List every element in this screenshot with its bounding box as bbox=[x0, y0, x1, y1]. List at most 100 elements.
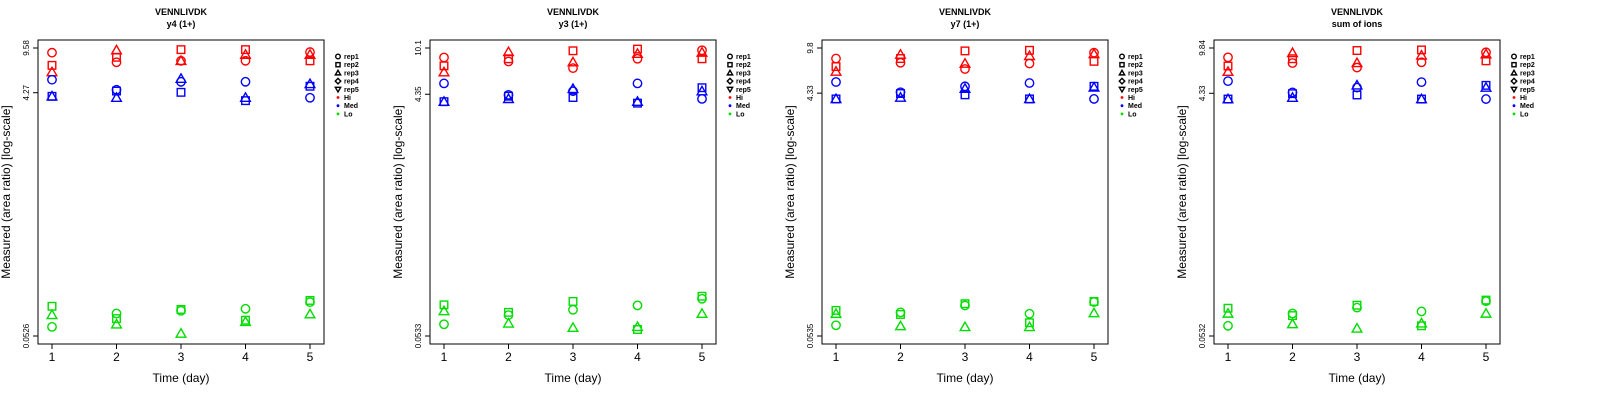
legend-dot-Lo bbox=[728, 112, 732, 116]
legend-label: Lo bbox=[344, 111, 353, 118]
data-point bbox=[697, 54, 707, 64]
data-point bbox=[831, 62, 841, 72]
data-point bbox=[1089, 297, 1099, 307]
legend-dot-Med bbox=[728, 104, 732, 108]
legend-symbol-rep4 bbox=[334, 77, 342, 85]
data-point bbox=[1286, 46, 1299, 58]
data-point bbox=[568, 63, 578, 74]
x-tick-label: 1 bbox=[833, 350, 840, 364]
legend-label: rep3 bbox=[736, 70, 751, 77]
data-point bbox=[1223, 76, 1233, 87]
legend-symbol-rep1 bbox=[335, 53, 342, 60]
chart-panel-2: VENNLIVDK y3 (1+) 1 2 3 4 5 0.0533 4.35 10.1 Time … bbox=[391, 7, 751, 385]
data-point bbox=[829, 92, 843, 104]
data-point bbox=[1025, 45, 1034, 55]
data-points bbox=[829, 45, 1101, 332]
data-point bbox=[439, 61, 449, 71]
data-point bbox=[502, 92, 515, 104]
data-point bbox=[110, 318, 123, 329]
legend-symbol-rep5 bbox=[726, 86, 734, 94]
legend-label: Lo bbox=[1128, 111, 1137, 118]
legend-label: rep5 bbox=[1128, 87, 1143, 94]
data-point bbox=[45, 90, 59, 101]
legend-label: Lo bbox=[1520, 111, 1529, 118]
chart-subtitle: y7 (1+) bbox=[951, 19, 980, 29]
x-tick-label: 3 bbox=[962, 350, 969, 364]
legend-symbol-rep3 bbox=[334, 68, 342, 76]
data-point bbox=[174, 54, 188, 66]
data-points bbox=[437, 44, 709, 334]
data-point bbox=[568, 296, 578, 306]
data-point bbox=[1417, 45, 1426, 55]
data-point bbox=[831, 320, 841, 331]
legend-label: Hi bbox=[344, 95, 351, 102]
y-tick-label: 0.0532 bbox=[1198, 323, 1207, 348]
x-tick-label: 5 bbox=[1483, 350, 1490, 364]
legend-label: rep3 bbox=[1520, 70, 1535, 77]
x-axis-label: Time (day) bbox=[1329, 371, 1386, 385]
data-point bbox=[633, 44, 642, 54]
chart-title: VENNLIVDK bbox=[547, 7, 600, 17]
data-point bbox=[47, 322, 57, 332]
legend-label: Hi bbox=[1520, 95, 1527, 102]
chart-title: VENNLIVDK bbox=[1331, 7, 1384, 17]
data-point bbox=[439, 52, 449, 63]
data-points bbox=[1221, 45, 1493, 333]
data-point bbox=[1481, 56, 1491, 66]
data-point bbox=[633, 98, 642, 108]
x-tick-label: 1 bbox=[441, 350, 448, 364]
data-point bbox=[1416, 77, 1427, 88]
y-tick-label: 0.0535 bbox=[806, 323, 815, 348]
data-point bbox=[1221, 65, 1235, 77]
data-point bbox=[632, 53, 643, 64]
legend-label: rep2 bbox=[1128, 62, 1143, 69]
data-point bbox=[896, 54, 905, 64]
data-point bbox=[829, 65, 843, 76]
data-point bbox=[1221, 307, 1235, 318]
chart-title: VENNLIVDK bbox=[155, 7, 208, 17]
y-tick-label: 0.0533 bbox=[414, 323, 423, 348]
data-point bbox=[504, 91, 513, 101]
data-point bbox=[503, 56, 514, 67]
chart-panel-3: VENNLIVDK y7 (1+) 1 2 3 4 5 0.0535 4.33 9.8 Time (… bbox=[783, 7, 1143, 385]
data-point bbox=[1416, 306, 1427, 317]
legend-label: rep4 bbox=[1520, 79, 1535, 86]
legend-label: rep5 bbox=[1520, 87, 1535, 94]
data-point bbox=[176, 76, 186, 87]
chart-panel-4: VENNLIVDK sum of ions 1 2 3 4 5 0.0532 4.33 9.84 T… bbox=[1175, 7, 1535, 385]
data-point bbox=[240, 76, 251, 87]
data-point bbox=[1479, 81, 1493, 92]
data-point bbox=[1223, 303, 1233, 313]
data-point bbox=[439, 78, 449, 89]
legend-label: Lo bbox=[736, 111, 745, 118]
y-axis-label: Measured (area ratio) [log-scale] bbox=[391, 105, 405, 278]
data-point bbox=[894, 319, 907, 331]
x-tick-label: 4 bbox=[1418, 350, 1425, 364]
data-point bbox=[568, 304, 578, 315]
data-point bbox=[47, 47, 57, 58]
data-point bbox=[1023, 320, 1036, 332]
legend-symbol-rep4 bbox=[1118, 77, 1126, 85]
y-axis-label: Measured (area ratio) [log-scale] bbox=[783, 105, 797, 278]
legend-label: Hi bbox=[1128, 95, 1135, 102]
data-point bbox=[1287, 58, 1298, 68]
data-points bbox=[45, 43, 317, 338]
data-point bbox=[1352, 62, 1362, 73]
data-point bbox=[502, 317, 515, 328]
data-point bbox=[1023, 92, 1036, 104]
legend-label: rep2 bbox=[736, 62, 751, 69]
x-tick-label: 4 bbox=[1026, 350, 1033, 364]
legend-symbol-rep1 bbox=[1118, 53, 1125, 60]
data-point bbox=[697, 293, 707, 304]
chart-subtitle: y4 (1+) bbox=[167, 19, 196, 29]
legend-symbol-rep2 bbox=[1511, 61, 1517, 68]
data-point bbox=[111, 308, 122, 319]
data-point bbox=[439, 300, 449, 310]
legend-symbol-rep1 bbox=[1510, 53, 1517, 60]
data-point bbox=[241, 96, 250, 106]
legend-label: rep5 bbox=[344, 87, 359, 94]
chart-panel-1: VENNLIVDK y4 (1+) 1 2 3 4 5 0.0526 4.27 9.58 Time … bbox=[0, 7, 359, 385]
data-point bbox=[176, 305, 186, 316]
